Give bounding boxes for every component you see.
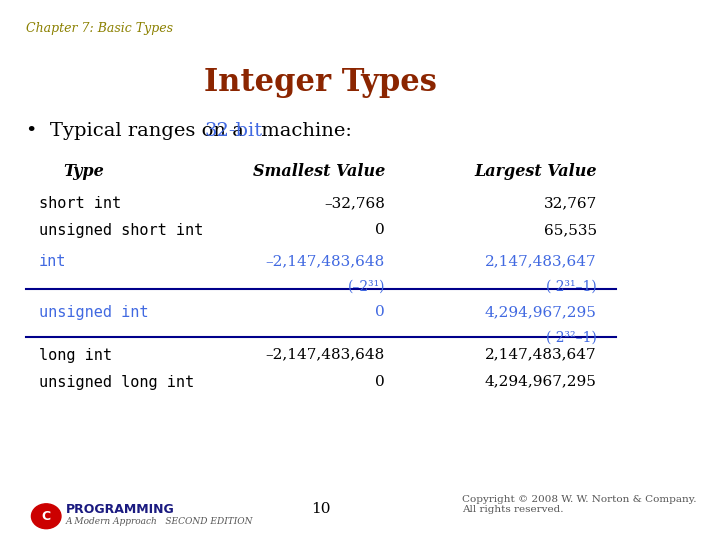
Text: –32,768: –32,768 xyxy=(324,196,385,210)
Text: (–2³¹): (–2³¹) xyxy=(348,279,385,293)
Text: long int: long int xyxy=(38,348,112,363)
Text: machine:: machine: xyxy=(256,122,352,139)
Text: Largest Value: Largest Value xyxy=(474,163,597,180)
Text: 2,147,483,647: 2,147,483,647 xyxy=(485,348,597,362)
Text: 2,147,483,647: 2,147,483,647 xyxy=(485,254,597,268)
Text: PROGRAMMING: PROGRAMMING xyxy=(66,503,174,516)
Text: –2,147,483,648: –2,147,483,648 xyxy=(266,348,385,362)
Text: 65,535: 65,535 xyxy=(544,223,597,237)
Text: 32,767: 32,767 xyxy=(544,196,597,210)
Text: Integer Types: Integer Types xyxy=(204,68,437,98)
Text: Smallest Value: Smallest Value xyxy=(253,163,385,180)
Text: 4,294,967,295: 4,294,967,295 xyxy=(485,305,597,319)
Text: ( 2³²–1): ( 2³²–1) xyxy=(546,330,597,345)
Text: int: int xyxy=(38,254,66,269)
Text: unsigned short int: unsigned short int xyxy=(38,223,203,238)
Text: ( 2³¹–1): ( 2³¹–1) xyxy=(546,279,597,293)
Text: Chapter 7: Basic Types: Chapter 7: Basic Types xyxy=(26,22,173,35)
Text: 0: 0 xyxy=(375,375,385,389)
Text: 4,294,967,295: 4,294,967,295 xyxy=(485,375,597,389)
Text: 10: 10 xyxy=(311,502,330,516)
Text: Type: Type xyxy=(63,163,104,180)
Text: unsigned int: unsigned int xyxy=(38,305,148,320)
Text: –2,147,483,648: –2,147,483,648 xyxy=(266,254,385,268)
Text: •  Typical ranges on a: • Typical ranges on a xyxy=(26,122,250,139)
Text: short int: short int xyxy=(38,196,121,211)
Text: A Modern Approach   SECOND EDITION: A Modern Approach SECOND EDITION xyxy=(66,517,253,526)
Circle shape xyxy=(32,504,61,529)
Text: 0: 0 xyxy=(375,223,385,237)
Text: 0: 0 xyxy=(375,305,385,319)
Text: C: C xyxy=(42,510,51,523)
Text: unsigned long int: unsigned long int xyxy=(38,375,194,390)
Text: 32-bit: 32-bit xyxy=(204,122,262,139)
Text: Copyright © 2008 W. W. Norton & Company.
All rights reserved.: Copyright © 2008 W. W. Norton & Company.… xyxy=(462,495,696,514)
